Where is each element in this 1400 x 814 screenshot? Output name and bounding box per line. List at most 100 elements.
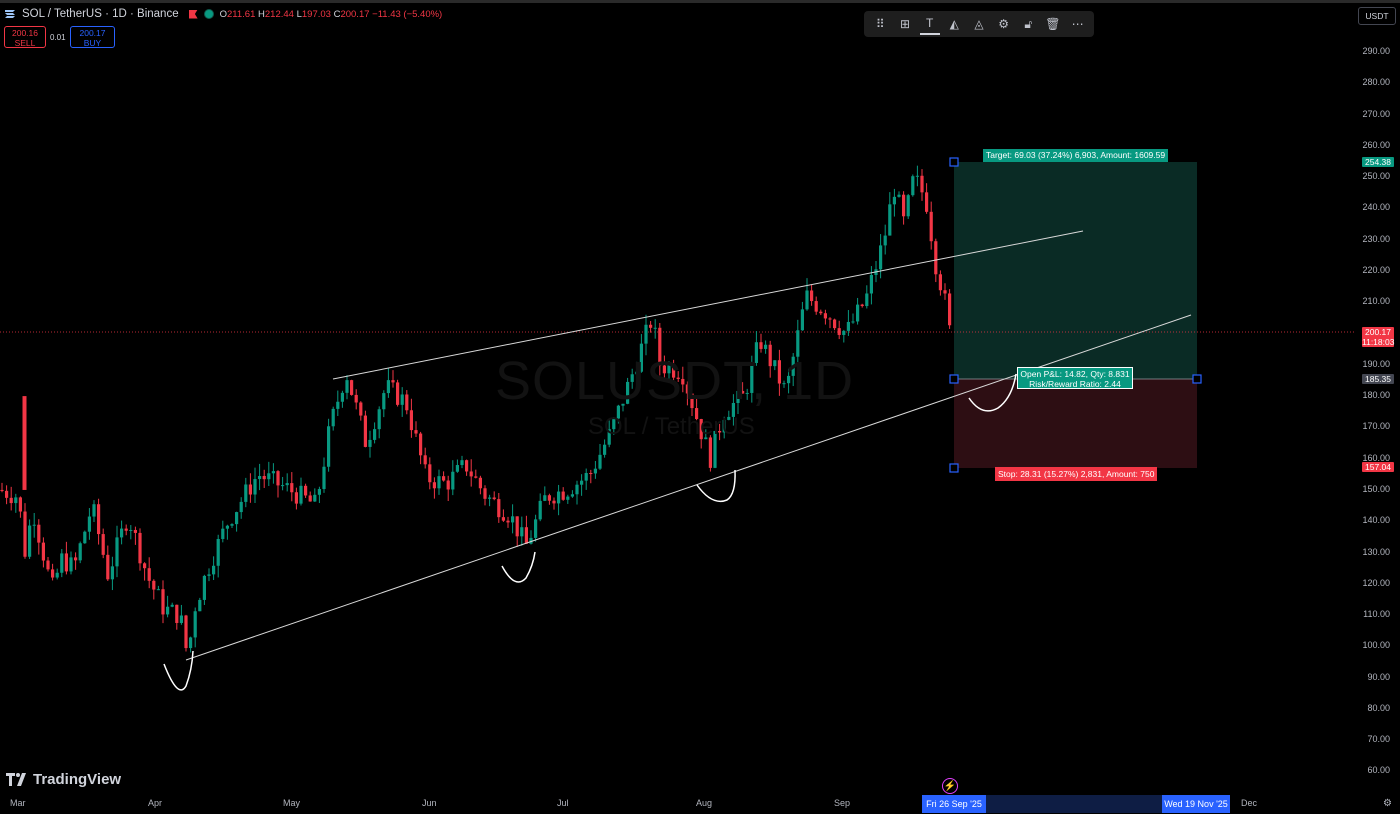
candle-body (842, 330, 846, 335)
candle-body (814, 301, 818, 312)
candle-body (271, 471, 275, 474)
sell-price: 200.16 (12, 28, 38, 38)
tradingview-logo[interactable]: TradingView (6, 771, 121, 788)
style-icon[interactable]: ◬ (974, 17, 984, 31)
candle-body (856, 304, 860, 322)
candle-body (750, 362, 754, 393)
time-tick: Mar (10, 798, 26, 808)
candle-body (934, 241, 938, 275)
candle-body (649, 324, 653, 328)
candle-body (837, 328, 841, 335)
candle-body (557, 491, 561, 504)
stop-zone[interactable] (954, 379, 1197, 468)
buy-button[interactable]: 200.17 BUY (70, 26, 115, 48)
sell-button[interactable]: 200.16 SELL (4, 26, 46, 48)
candle-body (170, 604, 174, 607)
more-icon[interactable]: ⋯ (1071, 17, 1084, 31)
candle-body (745, 392, 749, 394)
candle-body (561, 491, 565, 500)
candle-body (759, 342, 763, 349)
candle-body (741, 390, 745, 394)
candle-body (202, 575, 206, 600)
candle-body (409, 410, 413, 431)
position-handle[interactable] (949, 157, 959, 167)
candle-body (538, 500, 542, 520)
time-range-end-label: Wed 19 Nov '25 (1162, 795, 1230, 813)
candle-body (377, 409, 381, 430)
candle-body (22, 396, 27, 490)
tv-logo-icon (6, 773, 26, 786)
candle-body (713, 430, 717, 468)
candle-body (354, 394, 358, 403)
object-tree-icon[interactable]: ⊞ (899, 17, 911, 31)
candle-body (198, 599, 202, 612)
candle-body (658, 327, 662, 366)
candle-body (115, 537, 119, 567)
candle-body (584, 473, 588, 481)
sell-label: SELL (14, 38, 36, 48)
trash-icon[interactable]: 🗑︎ (1045, 17, 1061, 31)
candle-body (662, 365, 666, 374)
candle-body (570, 494, 574, 497)
candle-body (327, 426, 331, 467)
target-label[interactable]: Target: 69.03 (37.24%) 6,903, Amount: 16… (983, 149, 1169, 162)
position-handles[interactable] (949, 157, 1202, 473)
candle-body (865, 293, 869, 307)
candle-body (529, 537, 533, 544)
candle-body (626, 381, 630, 404)
time-tick: Sep (834, 798, 851, 808)
candle-body (777, 360, 781, 384)
drag-handle-icon[interactable]: ⠿ (875, 17, 885, 31)
pnl-label[interactable]: Open P&L: 14.82, Qty: 8.831 Risk/Reward … (1017, 367, 1133, 389)
settings-icon[interactable]: ⚙ (998, 17, 1009, 31)
candle-body (0, 489, 4, 491)
candle-body (147, 568, 151, 581)
candle-body (216, 538, 220, 566)
position-handle[interactable] (1192, 374, 1202, 384)
candle-body (78, 543, 82, 561)
flag-icon[interactable] (188, 9, 198, 19)
text-icon[interactable]: T (919, 13, 940, 35)
candle-body (281, 485, 285, 487)
lock-icon[interactable]: 🔓︎ (1024, 16, 1033, 31)
time-tick: Dec (1241, 798, 1258, 808)
target-zone[interactable] (954, 162, 1197, 379)
brush-drawings[interactable] (163, 373, 1017, 691)
candle-body (207, 574, 211, 576)
candle-body (60, 553, 64, 573)
candle-body (345, 380, 349, 393)
candle-body (175, 604, 179, 623)
candle-body (37, 524, 41, 543)
candle-body (23, 511, 27, 557)
candle-body (589, 473, 593, 475)
position-handle[interactable] (949, 374, 959, 384)
candle-body (911, 176, 915, 196)
candle-body (690, 393, 694, 409)
candle-body (350, 380, 354, 395)
time-range-start-label: Fri 26 Sep '25 (922, 795, 986, 813)
price-tick: 160.00 (1362, 452, 1390, 463)
symbol-title[interactable]: SOL / TetherUS · 1D · Binance (22, 8, 179, 20)
candle-body (294, 492, 298, 504)
position-handle[interactable] (949, 463, 959, 473)
channel-upper-trendline[interactable] (332, 230, 1084, 380)
spread-value: 0.01 (50, 33, 66, 42)
candle-body (796, 330, 800, 357)
currency-button[interactable]: USDT (1358, 7, 1396, 25)
candle-body (290, 483, 294, 493)
fill-icon[interactable]: ◭ (949, 17, 959, 31)
candle-body (639, 343, 643, 372)
candle-body (474, 476, 478, 478)
candle-body (432, 482, 436, 489)
candle-body (699, 419, 703, 440)
candle-body (101, 534, 105, 555)
candle-body (405, 394, 409, 411)
time-tick: May (283, 798, 301, 808)
stop-label[interactable]: Stop: 28.31 (15.27%) 2,831, Amount: 750 (995, 467, 1158, 481)
alert-icon[interactable]: ⚡ (942, 778, 958, 794)
axis-settings-icon[interactable]: ⚙ (1383, 798, 1392, 809)
candle-body (152, 580, 156, 590)
candle-body (791, 356, 795, 376)
candle-body (501, 517, 505, 521)
